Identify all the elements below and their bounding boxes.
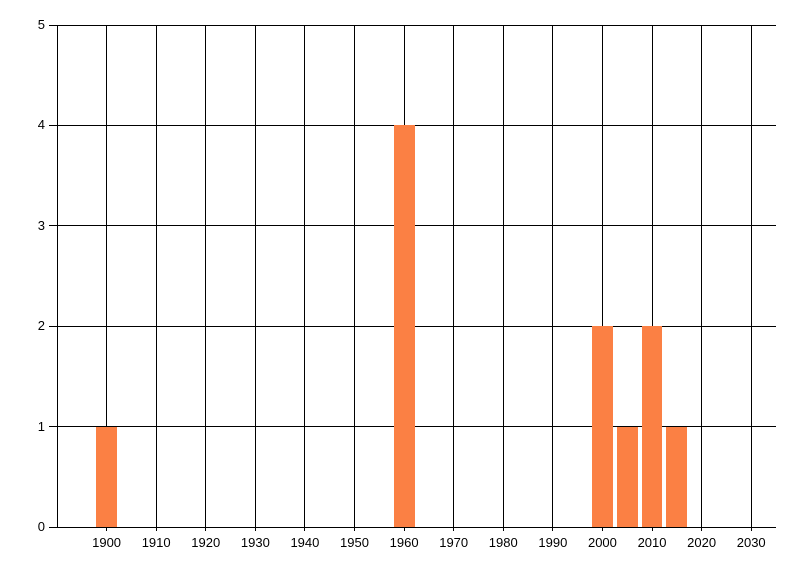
- y-tick-label: 5: [37, 17, 45, 32]
- x-gridline: [155, 25, 157, 531]
- x-tick-label: 1900: [92, 535, 122, 550]
- bar: [641, 326, 663, 527]
- x-gridline: [502, 25, 504, 531]
- x-tick-label: 1930: [240, 535, 270, 550]
- x-tick-label: 1950: [340, 535, 369, 550]
- x-tick-label: 1980: [488, 535, 518, 550]
- x-gridline: [601, 25, 603, 531]
- y-tick-label: 2: [37, 318, 45, 334]
- x-tick-label: 2030: [736, 535, 766, 550]
- bar: [592, 326, 613, 527]
- y-tick-label: 1: [37, 418, 45, 434]
- x-gridline: [552, 25, 554, 531]
- x-tick-label: 1990: [538, 535, 568, 550]
- bar: [616, 426, 638, 527]
- x-gridline: [750, 25, 752, 531]
- x-tick-label: 2000: [587, 535, 617, 550]
- x-axis-line: [49, 526, 776, 528]
- x-tick-label: 1940: [290, 535, 320, 550]
- x-gridline: [254, 25, 256, 531]
- x-tick-label: 1920: [191, 535, 221, 550]
- y-tick-label: 4: [37, 117, 45, 133]
- y-gridline: [49, 24, 776, 26]
- x-tick-label: 2010: [637, 535, 667, 550]
- bar: [96, 426, 117, 527]
- x-tick-label: 1970: [439, 535, 469, 550]
- bar: [393, 125, 415, 527]
- y-tick-label: 0: [37, 519, 45, 534]
- x-gridline: [304, 25, 306, 531]
- x-gridline: [106, 25, 108, 531]
- x-gridline: [701, 25, 703, 531]
- y-tick-label: 3: [37, 217, 45, 233]
- x-gridline: [453, 25, 455, 531]
- x-gridline: [354, 25, 356, 531]
- x-tick-label: 1960: [389, 535, 419, 550]
- x-tick-label: 2020: [687, 535, 717, 550]
- x-gridline: [651, 25, 653, 531]
- x-tick-label: 1910: [141, 535, 171, 550]
- x-gridline: [205, 25, 207, 531]
- y-axis-line: [56, 25, 58, 527]
- bar: [666, 426, 688, 527]
